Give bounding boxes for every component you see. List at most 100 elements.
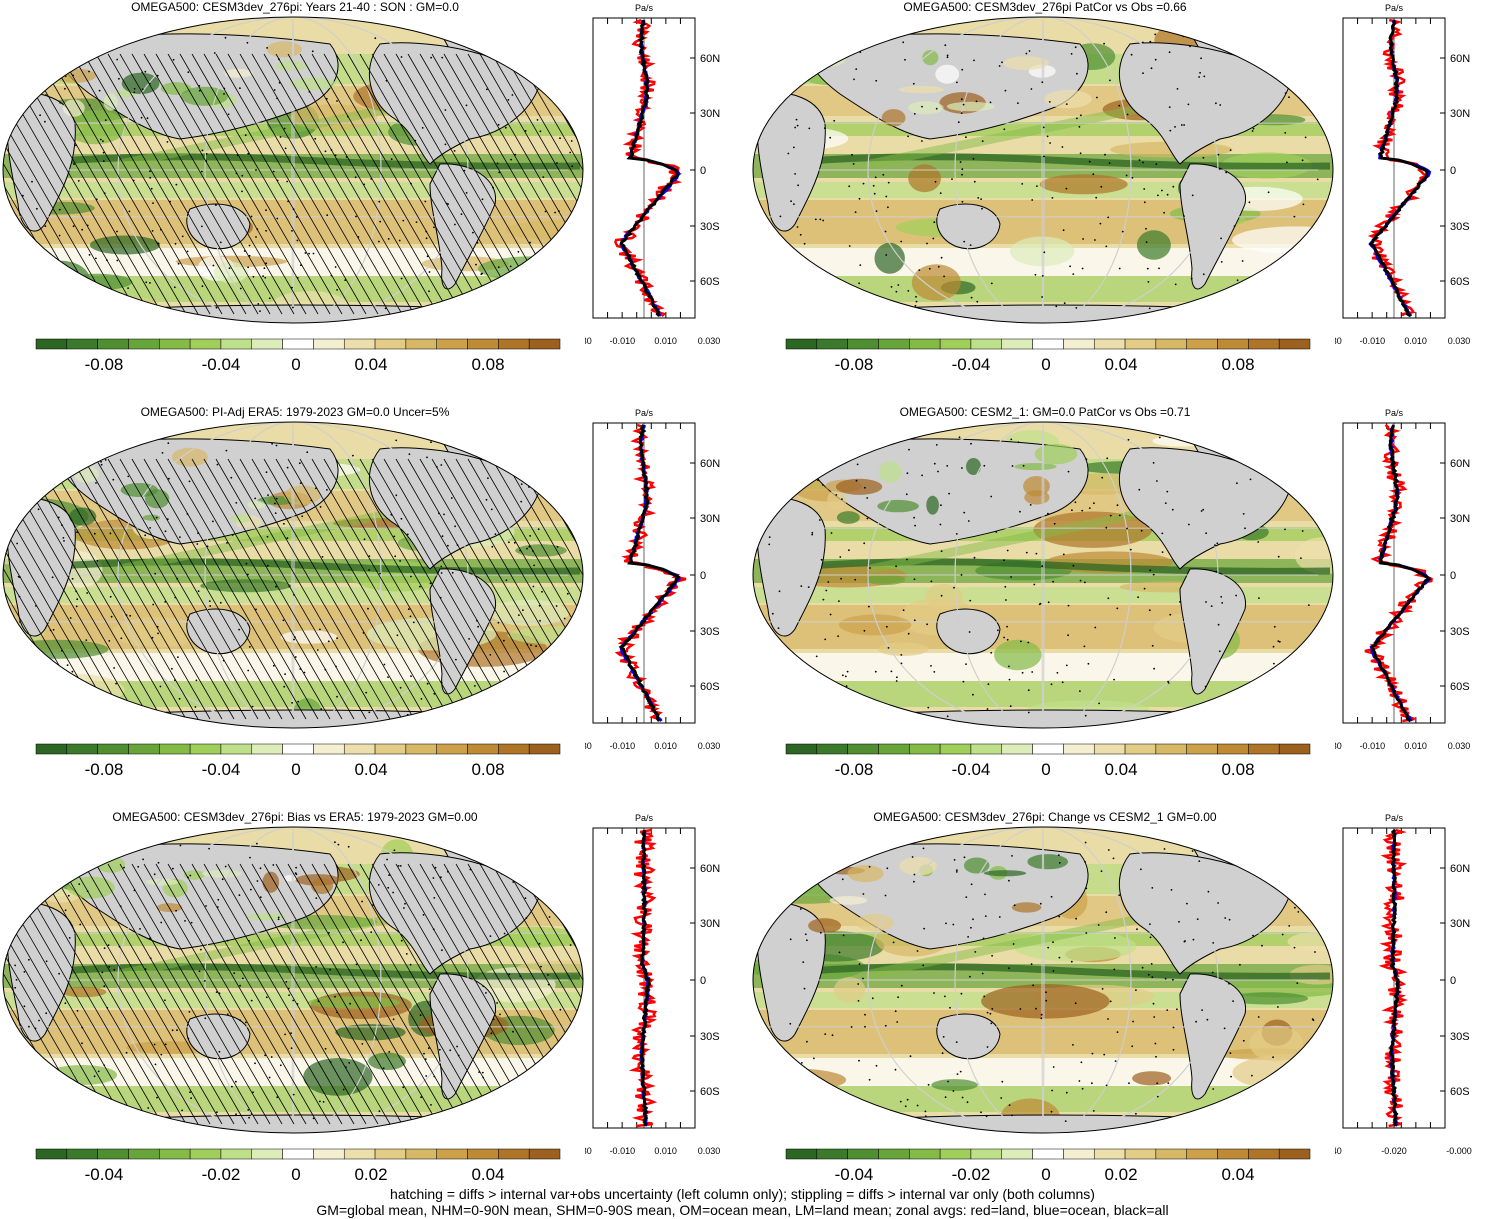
field-blob: [1294, 537, 1333, 575]
field-blob: [200, 579, 292, 593]
all-zonal-line: [1388, 828, 1401, 1127]
stipple-dot: [1103, 1053, 1106, 1056]
stipple-dot: [37, 265, 40, 267]
stipple-dot: [113, 667, 115, 669]
stipple-dot: [961, 168, 964, 171]
stipple-dot: [397, 865, 400, 867]
stipple-dot: [522, 866, 524, 869]
stipple-dot: [304, 252, 307, 254]
stipple-dot: [1166, 490, 1169, 493]
colorbar-swatch: [528, 743, 561, 755]
stipple-dot: [845, 294, 848, 296]
stipple-dot: [1104, 153, 1106, 156]
stipple-dot: [945, 922, 947, 925]
stipple-dot: [427, 1047, 430, 1050]
stipple-dot: [399, 865, 402, 867]
stipple-dot: [69, 617, 72, 619]
stipple-dot: [400, 56, 403, 58]
stipple-dot: [1041, 275, 1044, 277]
stipple-dot: [1201, 1009, 1203, 1011]
stipple-dot: [286, 466, 289, 469]
hatch-line: [179, 53, 331, 315]
hatch-line: [59, 863, 211, 1125]
hatch-line: [191, 53, 343, 315]
colorbar-swatch: [785, 338, 818, 350]
stipple-dot: [477, 625, 479, 628]
stipple-dot: [334, 154, 337, 157]
stipple-dot: [562, 263, 565, 266]
hatch-line: [287, 53, 439, 315]
stipple-dot: [272, 170, 275, 173]
stipple-dot: [555, 605, 558, 607]
stipple-dot: [1223, 1027, 1226, 1030]
stipple-dot: [295, 873, 298, 876]
stipple-dot: [1079, 690, 1081, 692]
stipple-dot: [195, 679, 198, 682]
colorbar-label: 0.04: [354, 355, 387, 374]
stipple-dot: [47, 284, 49, 287]
stipple-dot: [176, 577, 179, 580]
stipple-dot: [953, 859, 956, 861]
stipple-dot: [902, 41, 905, 44]
stipple-dot: [1229, 149, 1232, 152]
stipple-dot: [324, 1047, 327, 1050]
stipple-dot: [1217, 153, 1220, 156]
stipple-dot: [528, 545, 531, 548]
stipple-dot: [37, 1063, 40, 1065]
stipple-dot: [492, 186, 494, 189]
stipple-dot: [394, 555, 397, 558]
stipple-dot: [481, 198, 484, 201]
antarctica-landmass: [39, 709, 561, 728]
stipple-dot: [1021, 183, 1024, 185]
stipple-dot: [1118, 894, 1121, 896]
unit-label: Pa/s: [635, 3, 654, 13]
stipple-dot: [825, 589, 828, 592]
stipple-dot: [798, 698, 800, 701]
hatch-line: [3, 458, 103, 720]
field-blob: [303, 1058, 373, 1096]
hatch-line: [383, 458, 535, 720]
hatch-line: [23, 863, 175, 1125]
stipple-dot: [1209, 304, 1212, 306]
stipple-dot: [399, 560, 401, 562]
land-field-blob: [963, 857, 990, 874]
hatch-line: [203, 53, 355, 315]
stipple-dot: [324, 668, 327, 671]
stipple-dot: [1156, 1082, 1159, 1085]
stipple-dot: [953, 586, 955, 589]
colorbar-swatch: [970, 1148, 1003, 1160]
stipple-dot: [200, 170, 203, 173]
stipple-dot: [1242, 513, 1245, 515]
stipple-dot: [428, 271, 431, 273]
stipple-dot: [72, 225, 75, 228]
stipple-dot: [869, 567, 871, 569]
stipple-dot: [287, 200, 289, 203]
stipple-dot: [41, 61, 43, 63]
stipple-dot: [144, 534, 147, 537]
stipple-dot: [1147, 973, 1150, 976]
stipple-dot: [1205, 601, 1207, 603]
stipple-dot: [150, 306, 153, 309]
stipple-dot: [444, 109, 447, 111]
stipple-dot: [365, 691, 368, 694]
stipple-dot: [428, 988, 431, 990]
stipple-dot: [980, 1111, 982, 1114]
stipple-dot: [1293, 215, 1296, 218]
stipple-dot: [1141, 41, 1144, 44]
stipple-dot: [112, 478, 115, 481]
stipple-dot: [292, 1093, 295, 1096]
stipple-dot: [1013, 904, 1016, 907]
stipple-dot: [415, 221, 418, 224]
map-field: [753, 827, 1333, 1133]
colorbar-swatch: [220, 1148, 253, 1160]
lat-label: 30S: [1450, 221, 1470, 233]
land-field-blob: [847, 865, 884, 883]
stipple-dot: [102, 160, 105, 163]
stipple-dot: [800, 479, 802, 481]
stipple-dot: [408, 453, 411, 455]
stipple-dot: [1315, 1068, 1318, 1070]
stipple-dot: [241, 977, 244, 980]
stipple-dot: [776, 32, 778, 35]
stipple-dot: [858, 963, 861, 965]
stipple-dot: [961, 68, 964, 71]
